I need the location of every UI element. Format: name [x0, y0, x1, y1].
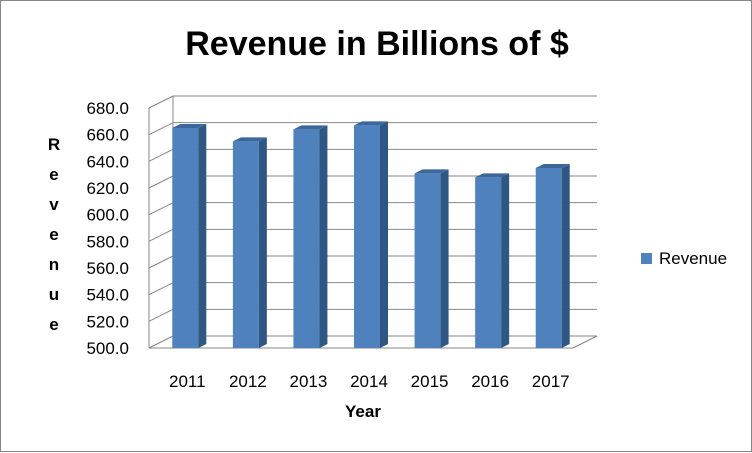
bar-front [475, 177, 502, 348]
y-tick-label: 580.0 [86, 232, 129, 251]
bar-front [293, 129, 320, 348]
bar-front [414, 173, 441, 348]
bar-side [440, 169, 449, 348]
bar-2015 [414, 169, 449, 348]
y-axis-ticks: 500.0 520.0 540.0 560.0 580.0 600.0 620.0 640.0… [86, 99, 129, 358]
chart-title: Revenue in Billions of $ [185, 25, 569, 63]
bar-top [535, 164, 570, 168]
y-tick-label: 600.0 [86, 206, 129, 225]
x-tick-label: 2012 [229, 372, 267, 391]
bar-side [258, 137, 267, 348]
bar-2011 [172, 124, 207, 348]
bars [172, 121, 570, 348]
bar-side [198, 124, 207, 348]
bar-2013 [293, 125, 328, 348]
bar-2012 [232, 137, 267, 348]
x-tick-label: 2017 [532, 372, 570, 391]
bar-top [172, 124, 207, 128]
bar-top [354, 121, 388, 126]
bar-side [501, 173, 510, 348]
y-tick-label: 620.0 [86, 179, 129, 198]
y-tick-label: 660.0 [86, 126, 129, 145]
bar-side [319, 125, 328, 348]
bar-front [232, 141, 259, 348]
y-tick-label: 680.0 [86, 99, 129, 118]
bar-2016 [475, 173, 510, 348]
x-axis-ticks: 2011 2012 2013 2014 2015 2016 2017 [169, 372, 570, 391]
y-tick-label: 640.0 [86, 152, 129, 171]
x-tick-label: 2016 [471, 372, 509, 391]
bar-2017 [535, 164, 570, 348]
y-tick-label: 540.0 [86, 286, 129, 305]
x-tick-label: 2014 [350, 372, 388, 391]
bar-front [172, 128, 199, 348]
bar-top [475, 173, 510, 178]
x-tick-label: 2015 [411, 372, 449, 391]
y-tick-label: 520.0 [86, 312, 129, 331]
legend-swatch [641, 253, 652, 264]
legend-label: Revenue [659, 249, 727, 268]
bar-top [232, 137, 267, 142]
bar-side [380, 121, 388, 348]
x-tick-label: 2011 [169, 372, 206, 391]
legend: Revenue [641, 249, 727, 268]
bar-front [535, 168, 562, 348]
y-tick-label: 560.0 [86, 259, 129, 278]
y-tick-label: 500.0 [86, 339, 129, 358]
bar-top [293, 125, 328, 130]
x-axis-title: Year [345, 402, 381, 421]
bar-top [414, 169, 449, 174]
bar-front [354, 125, 380, 348]
x-tick-label: 2013 [290, 372, 328, 391]
bar-side [561, 164, 570, 348]
bar-2014 [354, 121, 388, 348]
